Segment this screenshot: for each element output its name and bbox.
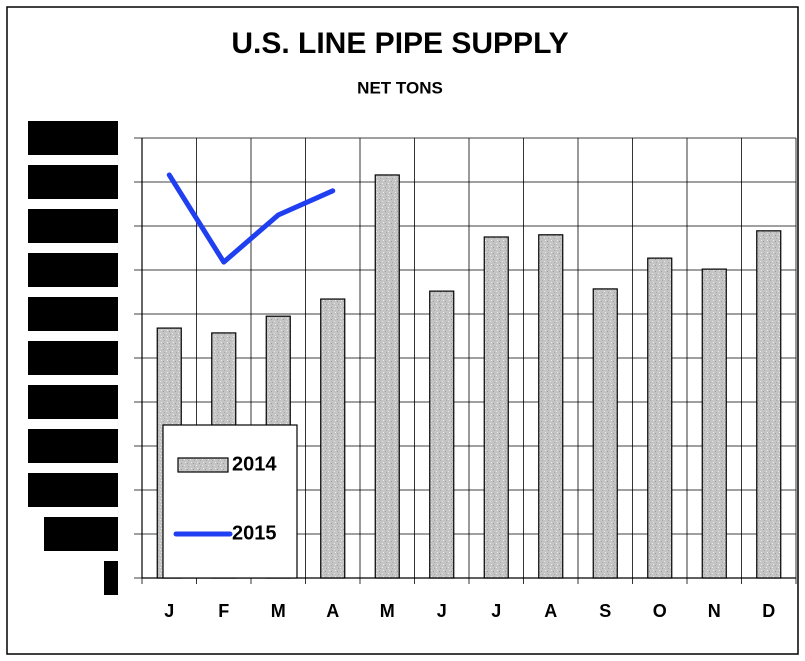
legend-label: 2014: [232, 453, 277, 475]
legend-box: [162, 424, 298, 579]
legend-swatch: [177, 457, 229, 473]
redacted-tick-label: [104, 561, 118, 595]
redacted-tick-label: [28, 297, 118, 331]
line: [166, 172, 336, 265]
x-tick-label: N: [708, 601, 721, 621]
redacted-tick-label: [28, 209, 118, 243]
redacted-tick-label: [44, 517, 118, 551]
frame: [6, 6, 799, 655]
bar: [374, 174, 400, 579]
redacted-tick-label: [28, 429, 118, 463]
redacted-tick-label: [28, 473, 118, 507]
legend-label: 2015: [232, 522, 277, 544]
bar: [592, 288, 618, 579]
bar: [701, 268, 727, 579]
bar: [483, 236, 509, 579]
redacted-tick-label: [28, 253, 118, 287]
bar: [429, 290, 455, 579]
x-tick-label: F: [218, 601, 229, 621]
x-tick-label: A: [326, 601, 339, 621]
x-tick-label: M: [380, 601, 395, 621]
x-tick-label: D: [762, 601, 775, 621]
chart-subtitle: NET TONS: [357, 78, 443, 97]
redacted-tick-label: [28, 121, 118, 155]
bar: [756, 230, 782, 579]
bar: [647, 257, 673, 579]
x-tick-label: J: [164, 601, 174, 621]
redacted-tick-label: [28, 385, 118, 419]
bar: [320, 298, 346, 579]
x-tick-label: A: [544, 601, 557, 621]
redacted-tick-label: [28, 341, 118, 375]
x-tick-label: S: [599, 601, 611, 621]
bar: [538, 234, 564, 579]
redacted-tick-label: [28, 165, 118, 199]
x-tick-label: J: [491, 601, 501, 621]
x-tick-label: O: [653, 601, 667, 621]
x-tick-label: M: [271, 601, 286, 621]
chart-title: U.S. LINE PIPE SUPPLY: [231, 27, 568, 60]
x-tick-label: J: [437, 601, 447, 621]
